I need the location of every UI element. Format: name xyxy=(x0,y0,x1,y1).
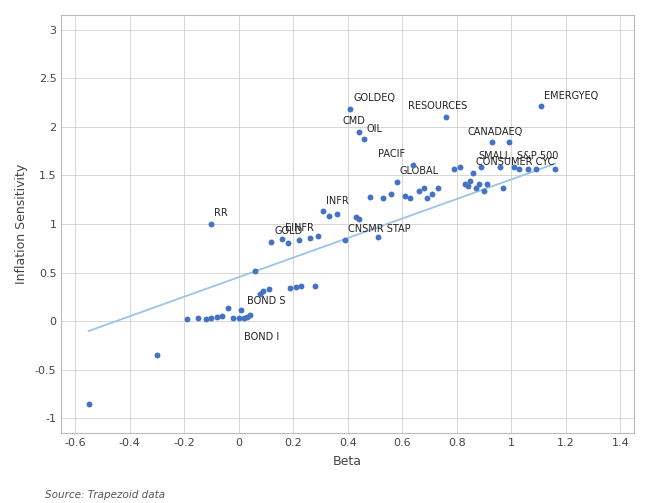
Text: GOLDEQ: GOLDEQ xyxy=(353,93,395,103)
Point xyxy=(250,267,260,275)
Point xyxy=(217,312,228,320)
Point xyxy=(391,178,402,186)
Point xyxy=(201,315,211,323)
Point xyxy=(245,311,255,319)
Point xyxy=(476,162,487,171)
Point xyxy=(332,210,342,218)
Point xyxy=(263,285,274,293)
Point xyxy=(432,184,443,192)
Point xyxy=(408,160,419,169)
Text: GLOBAL: GLOBAL xyxy=(400,166,439,177)
Point xyxy=(182,315,192,323)
Point xyxy=(386,190,397,198)
Point xyxy=(427,190,437,198)
Point xyxy=(422,194,432,202)
Point xyxy=(536,103,546,111)
Point xyxy=(282,238,293,246)
Point xyxy=(258,287,269,295)
Point xyxy=(223,304,233,312)
Point xyxy=(413,187,424,195)
Point xyxy=(378,194,388,202)
Point xyxy=(364,193,374,201)
Point xyxy=(550,164,560,173)
Point xyxy=(340,235,350,243)
Point xyxy=(465,177,476,185)
Point xyxy=(212,313,222,321)
Point xyxy=(318,207,328,215)
Point xyxy=(291,283,301,291)
Point xyxy=(277,234,288,242)
Point xyxy=(400,192,410,200)
Point xyxy=(241,313,252,321)
Text: OIL: OIL xyxy=(367,124,383,134)
Point xyxy=(504,138,514,146)
Text: INFR: INFR xyxy=(326,196,349,206)
Point xyxy=(354,215,364,223)
Text: CANADAEQ: CANADAEQ xyxy=(468,127,523,136)
Point xyxy=(495,162,506,171)
Point xyxy=(354,128,364,136)
Text: CMD: CMD xyxy=(342,116,365,126)
Point xyxy=(459,180,470,188)
Point xyxy=(531,164,541,173)
Text: EMERGYEQ: EMERGYEQ xyxy=(544,91,598,101)
Point xyxy=(468,169,478,177)
Point xyxy=(522,164,533,173)
Point xyxy=(84,400,94,408)
Point xyxy=(236,306,247,314)
Point xyxy=(239,314,249,322)
Point xyxy=(350,213,361,221)
Point xyxy=(482,180,492,188)
Text: EINFR: EINFR xyxy=(285,223,314,233)
Point xyxy=(313,232,323,240)
Point xyxy=(473,180,484,188)
Point xyxy=(359,135,369,143)
Text: CNSMR STAP: CNSMR STAP xyxy=(348,224,410,234)
Point xyxy=(206,220,217,228)
Point xyxy=(293,235,304,243)
Point xyxy=(373,233,383,241)
Point xyxy=(419,184,429,192)
Text: S&P 500: S&P 500 xyxy=(517,151,558,161)
Text: BOND I: BOND I xyxy=(244,332,279,342)
Point xyxy=(323,212,334,220)
X-axis label: Beta: Beta xyxy=(333,455,362,468)
Point xyxy=(441,113,451,121)
Point xyxy=(206,314,217,322)
Text: Source: Trapezoid data: Source: Trapezoid data xyxy=(45,490,165,500)
Text: RR: RR xyxy=(214,208,228,218)
Text: GOLD: GOLD xyxy=(274,226,302,236)
Point xyxy=(514,164,524,173)
Point xyxy=(255,290,265,298)
Point xyxy=(479,187,489,195)
Text: PACIF: PACIF xyxy=(378,149,405,159)
Text: CONSUMER CYC: CONSUMER CYC xyxy=(476,156,554,166)
Point xyxy=(228,314,238,322)
Point xyxy=(234,314,244,322)
Point xyxy=(304,233,315,241)
Point xyxy=(509,162,519,171)
Point xyxy=(193,314,203,322)
Point xyxy=(487,138,497,146)
Point xyxy=(152,351,162,359)
Point xyxy=(286,284,296,292)
Point xyxy=(266,237,276,245)
Point xyxy=(296,282,306,290)
Text: SMALL: SMALL xyxy=(478,151,511,161)
Point xyxy=(310,282,320,290)
Point xyxy=(463,182,473,190)
Point xyxy=(345,105,356,113)
Point xyxy=(498,184,508,192)
Point xyxy=(454,162,465,171)
Y-axis label: Inflation Sensitivity: Inflation Sensitivity xyxy=(15,164,28,284)
Text: BOND S: BOND S xyxy=(247,296,286,306)
Point xyxy=(449,164,459,173)
Point xyxy=(405,194,415,202)
Text: RESOURCES: RESOURCES xyxy=(408,101,467,111)
Point xyxy=(471,184,481,192)
